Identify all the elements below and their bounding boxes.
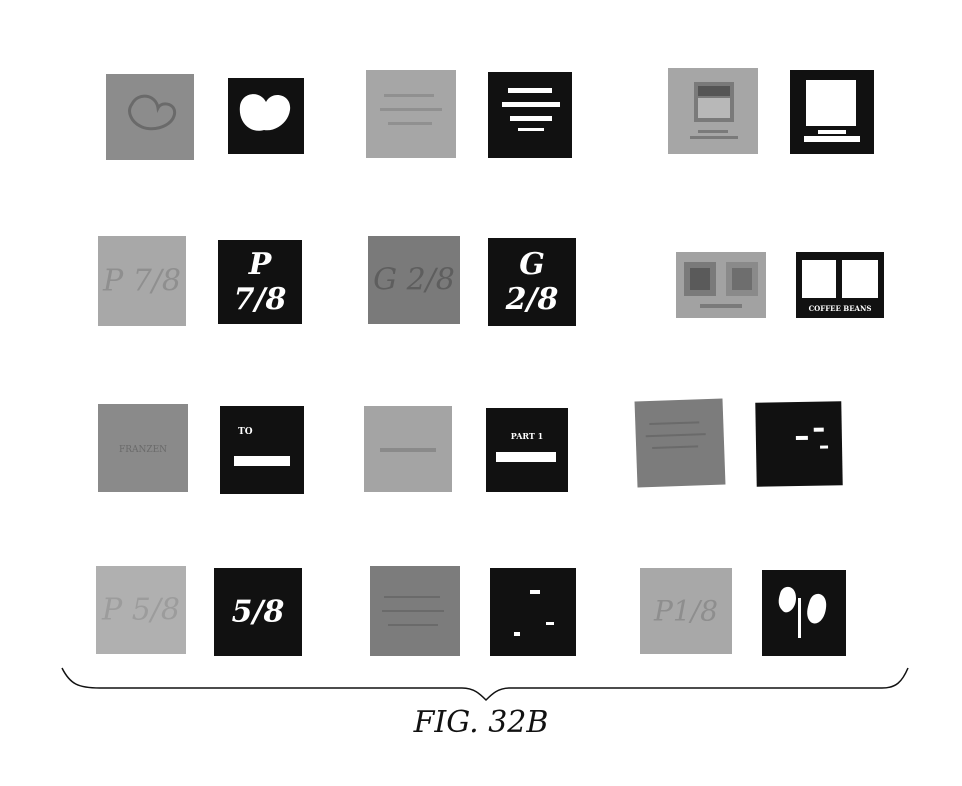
figure-caption: FIG. 32B xyxy=(0,705,962,740)
